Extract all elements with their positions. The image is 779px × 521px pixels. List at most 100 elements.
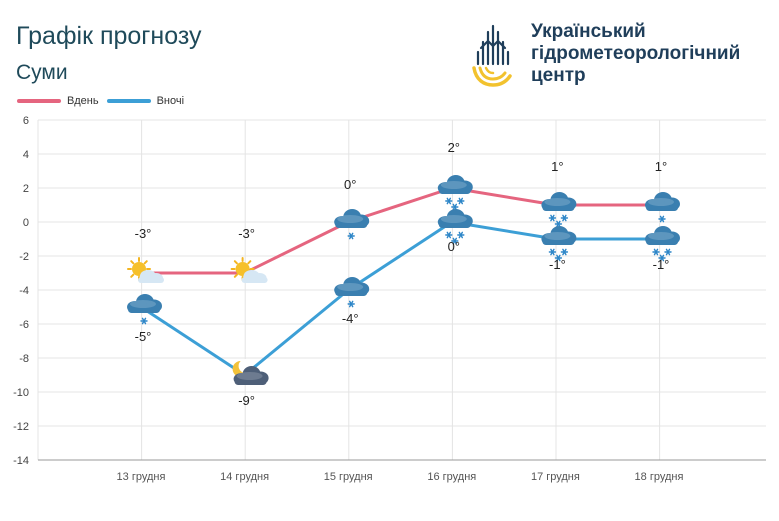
snowflake-arm (458, 231, 463, 239)
snowflake-arm (349, 300, 354, 308)
cloud-part (542, 204, 575, 211)
snowflake-arm (562, 214, 567, 222)
day-value-label: 2° (448, 140, 460, 155)
snowflake (554, 220, 563, 228)
snowflake-arm (452, 237, 457, 245)
snowflake (457, 231, 465, 239)
snowflake (554, 254, 563, 262)
page-title: Графік прогнозу (16, 22, 202, 50)
snowflake-arm (659, 215, 665, 223)
cloud-highlight (337, 215, 364, 223)
snowflake (445, 197, 453, 205)
snowflake (560, 248, 569, 256)
cloud-highlight (130, 300, 156, 308)
snowflake (451, 237, 459, 245)
snowflake-arm (349, 232, 354, 240)
y-tick-label: -8 (19, 353, 29, 365)
cloud-highlight (440, 215, 467, 223)
x-tick-label: 15 грудня (324, 471, 373, 483)
y-tick-label: -2 (19, 251, 29, 263)
legend-item-night[interactable]: Вночі (106, 95, 184, 107)
snowflake-arm (556, 220, 561, 228)
x-tick-label: 14 грудня (220, 471, 269, 483)
snowflake (560, 214, 569, 222)
cloud-highlight (337, 283, 364, 291)
series-line-day (139, 186, 661, 275)
day-value-label: 0° (344, 177, 356, 192)
cloud-heavy-snow-icon (437, 175, 473, 211)
snowflake (140, 317, 148, 325)
day-value-label: -3° (238, 226, 255, 241)
snowflake-arm (550, 248, 555, 256)
y-tick-label: 4 (23, 149, 29, 161)
organization-name: Український гідрометеорологічний центр (531, 21, 740, 87)
night-value-label: -5° (135, 329, 152, 344)
y-tick-label: -14 (13, 455, 29, 467)
cloud-part (335, 289, 368, 296)
snowflake (347, 300, 355, 308)
y-tick-label: 2 (23, 183, 29, 195)
cloud-part (234, 378, 267, 385)
legend-label-day: Вдень (67, 95, 99, 107)
snowflake (445, 231, 453, 239)
snowflake-arm (659, 254, 665, 262)
legend-swatch-night (106, 99, 151, 103)
x-tick-label: 13 грудня (117, 471, 166, 483)
night-value-label: -4° (342, 311, 359, 326)
cloud-part (542, 238, 575, 245)
cloud-snow-icon (334, 277, 370, 308)
legend-swatch-day (17, 99, 61, 103)
night-value-label: -1° (549, 257, 566, 272)
sun-behind-cloud-icon (127, 257, 164, 283)
cloud-snow-icon (334, 209, 370, 240)
snowflake (658, 215, 666, 223)
chart-grid (37, 119, 766, 461)
x-tick-label: 18 грудня (635, 471, 684, 483)
drop-logo-icon (472, 21, 513, 87)
city-name: Суми (16, 61, 68, 84)
y-tick-label: 6 (23, 115, 29, 127)
cloud-snow-icon (645, 192, 680, 223)
moon-behind-cloud-icon (232, 359, 269, 385)
cloud-part (138, 277, 164, 283)
y-tick-label: -10 (13, 387, 29, 399)
cloud-highlight (544, 198, 571, 206)
sun-ray (143, 260, 148, 265)
y-tick-label: 0 (23, 217, 29, 229)
y-tick-label: -4 (19, 285, 29, 297)
day-value-label: 1° (655, 159, 667, 174)
cloud-heavy-snow-icon (645, 226, 680, 262)
org-line-3: центр (531, 65, 586, 86)
org-line-2: гідрометеорологічний (531, 43, 741, 64)
legend-item-day[interactable]: Вдень (17, 95, 99, 107)
snowflake (548, 248, 557, 256)
snowflake-arm (141, 317, 147, 325)
snowflake-arm (665, 248, 671, 256)
snowflake-arm (556, 254, 561, 262)
snowflake (347, 232, 355, 240)
snowflake-arm (550, 214, 555, 222)
cloud-heavy-snow-icon (437, 209, 473, 245)
snowflake-arm (446, 197, 451, 205)
sun-behind-cloud-icon (230, 257, 268, 283)
cloud-highlight (236, 372, 263, 380)
cloud-part (438, 187, 471, 194)
snowflake (652, 248, 660, 256)
snowflake (658, 254, 666, 262)
cloud-highlight (440, 181, 467, 189)
cloud-heavy-snow-icon (541, 192, 577, 228)
y-tick-label: -6 (19, 319, 29, 331)
cloud-highlight (544, 232, 571, 240)
cloud-snow-icon (127, 294, 162, 325)
day-value-label: -3° (135, 226, 152, 241)
cloud-heavy-snow-icon (541, 226, 577, 262)
org-line-1: Український (531, 21, 646, 42)
series-line-night (139, 220, 661, 377)
chart-legend: Вдень Вночі (17, 95, 192, 107)
cloud-highlight (648, 198, 674, 206)
cloud-part (241, 277, 268, 283)
night-value-label: -1° (653, 257, 670, 272)
sun-ray (247, 260, 252, 265)
sun-ray (130, 260, 135, 265)
